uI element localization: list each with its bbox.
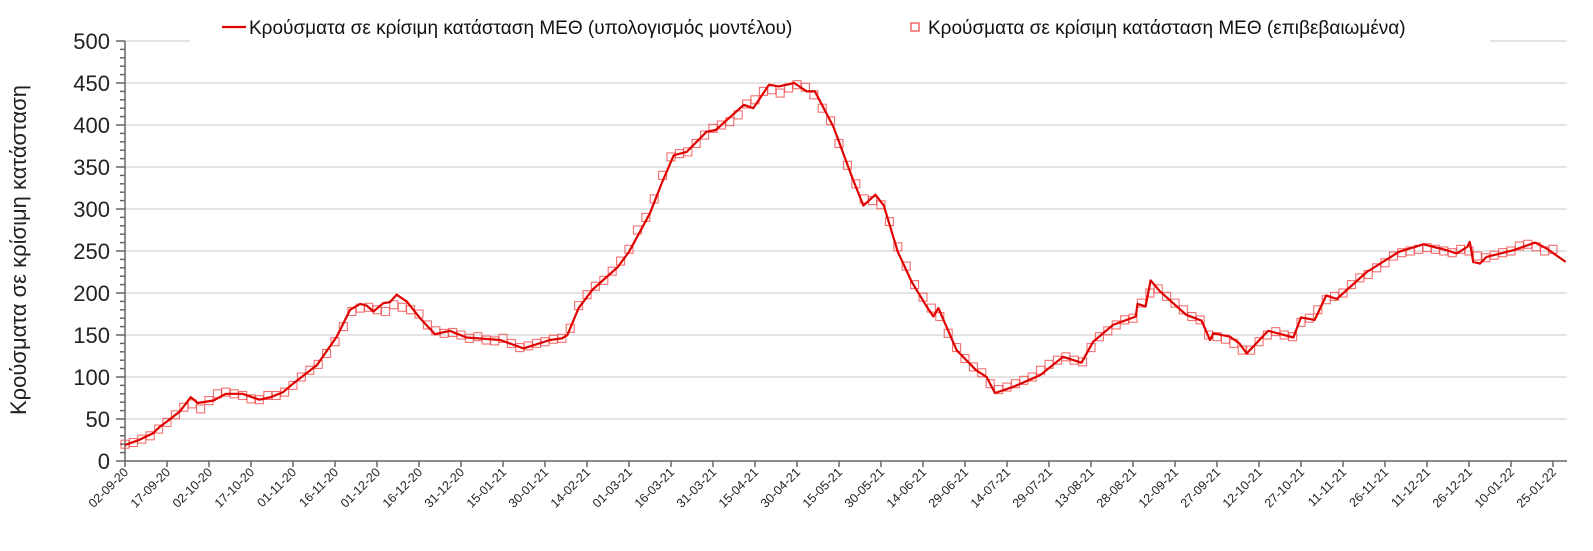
y-tick-label: 500 [73,29,110,54]
confirmed-marker [691,138,701,149]
confirmed-marker [1346,280,1356,290]
confirmed-marker [775,88,785,98]
confirmed-marker [616,256,626,266]
confirmed-marker [498,333,508,343]
x-tick-label: 27-09-21 [1178,465,1223,510]
confirmed-marker [1094,332,1104,342]
confirmed-marker [1103,326,1113,336]
legend-confirmed-label: Κρούσματα σε κρίσιμη κατάσταση ΜΕΘ (επιβ… [928,18,1406,39]
confirmed-marker [1338,288,1348,298]
x-tick-label: 12-10-21 [1220,465,1265,510]
y-tick-label: 0 [98,449,110,474]
model-series-line [124,81,1567,447]
confirmed-marker [296,372,306,382]
x-tick-label: 12-09-21 [1136,465,1181,510]
confirmed-marker [767,85,777,95]
x-tick-label: 15-04-21 [716,465,761,510]
x-tick-label: 30-04-21 [758,465,803,510]
x-tick-label: 11-12-21 [1388,465,1433,510]
y-tick-label: 150 [73,323,110,348]
x-tick-label: 14-07-21 [968,465,1013,510]
x-tick-label: 10-01-22 [1472,465,1517,510]
x-tick-label: 14-02-21 [548,465,593,510]
x-tick-label: 01-11-20 [254,465,299,510]
x-tick-label: 25-01-22 [1514,465,1559,510]
confirmed-marker [977,368,987,378]
y-tick-label: 300 [73,197,110,222]
confirmed-marker [1170,298,1180,308]
x-tick-label: 16-03-21 [632,465,677,510]
x-tick-label: 17-09-20 [128,465,173,510]
confirmed-marker [154,424,164,434]
confirmed-marker [288,380,298,390]
legend-confirmed-square-icon [910,22,920,32]
confirmed-marker [422,320,432,330]
y-tick-label: 400 [73,113,110,138]
x-tick-label: 26-11-21 [1346,465,1391,510]
confirmed-marker [700,130,710,140]
y-axis: 0 50 100 150 200 250 300 350 400 450 500 [73,29,126,474]
confirmed-marker [590,281,600,291]
confirmed-marker [968,362,978,372]
y-tick-label: 200 [73,281,110,306]
confirmed-marker [305,365,315,375]
y-axis-label: Κρούσματα σε κρίσιμη κατάσταση [6,85,31,415]
x-tick-label: 15-05-21 [800,465,845,510]
y-tick-label: 100 [73,365,110,390]
x-tick-label: 27-10-21 [1262,465,1307,510]
x-tick-label: 28-08-21 [1094,465,1139,510]
confirmed-marker [1254,337,1264,347]
x-tick-label: 13-08-21 [1052,465,1097,510]
confirmed-marker [162,417,172,427]
confirmed-marker [397,302,407,312]
x-tick-label: 31-12-20 [422,465,467,510]
confirmed-marker [170,410,180,420]
x-tick-label: 26-12-21 [1430,465,1475,510]
confirmed-marker [826,116,836,126]
y-tick-label: 450 [73,71,110,96]
x-tick-label: 29-06-21 [926,465,971,510]
x-tick-label: 02-10-20 [170,465,215,510]
confirmed-marker [313,359,323,369]
legend: Κρούσματα σε κρίσιμη κατάσταση ΜΕΘ (υπολ… [190,10,1490,42]
x-tick-label: 30-05-21 [842,465,887,510]
confirmed-marker [196,404,206,414]
confirmed-marker [1153,284,1163,294]
x-tick-label: 17-10-20 [212,465,257,510]
legend-model-label: Κρούσματα σε κρίσιμη κατάσταση ΜΕΘ (υπολ… [249,18,792,39]
x-tick-label: 16-11-20 [296,465,341,510]
confirmed-series-markers [120,80,1558,449]
confirmed-marker [380,306,390,317]
confirmed-marker [1246,345,1256,355]
confirmed-marker [1162,291,1172,301]
confirmed-marker [565,323,575,333]
confirmed-marker [607,266,617,276]
x-tick-label: 11-11-21 [1305,465,1349,509]
y-tick-label: 50 [86,407,110,432]
y-tick-label: 350 [73,155,110,180]
confirmed-marker [1195,315,1205,325]
x-tick-label: 01-12-20 [338,465,383,510]
confirmed-marker [599,275,609,285]
confirmed-marker [1472,251,1482,261]
confirmed-marker [187,399,197,409]
confirmed-marker [985,379,995,389]
x-axis: 02-09-2017-09-2002-10-2017-10-2001-11-20… [86,460,1567,511]
x-tick-label: 30-01-21 [506,465,551,510]
x-tick-label: 31-03-21 [674,465,719,510]
x-tick-label: 16-12-20 [380,465,425,510]
x-tick-label: 01-03-21 [590,465,635,510]
x-tick-label: 15-01-21 [464,465,509,510]
y-tick-label: 250 [73,239,110,264]
gridlines [125,40,1567,420]
x-tick-label: 29-07-21 [1010,465,1055,510]
confirmed-marker [960,353,970,364]
x-tick-label: 14-06-21 [884,465,929,510]
confirmed-marker [1464,246,1474,256]
